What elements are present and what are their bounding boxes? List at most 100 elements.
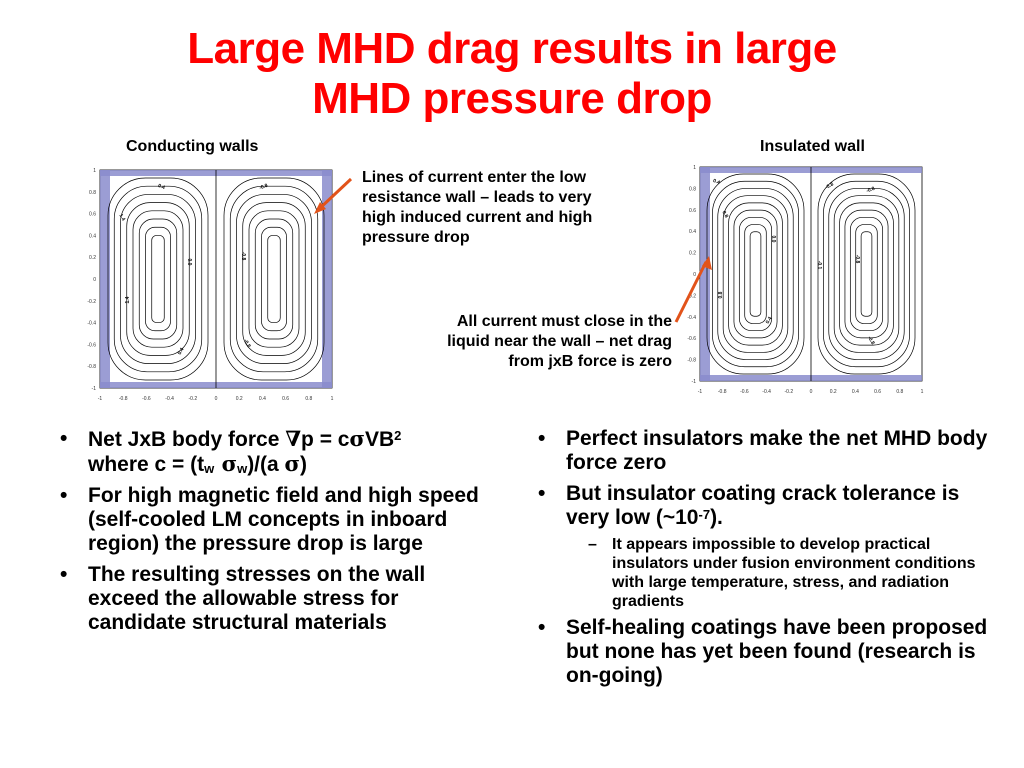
x-tick-label: 0.8 <box>896 389 903 393</box>
x-tick-label: 0.4 <box>852 389 859 393</box>
contour-line <box>151 235 165 323</box>
title-line-2: MHD pressure drop <box>312 74 712 123</box>
right-bullet-list: Perfect insulators make the net MHD body… <box>530 427 1000 695</box>
contour-line <box>712 180 799 368</box>
lower-annotation-line: from jxB force is zero <box>508 353 672 370</box>
x-tick-label: 0.6 <box>874 389 881 393</box>
y-tick-label: 0.2 <box>89 255 96 261</box>
y-tick-label: -0.4 <box>87 321 96 327</box>
contour-line <box>855 224 878 324</box>
contour-line <box>126 202 190 356</box>
insulated-wall-label: Insulated wall <box>760 138 865 155</box>
contour-line <box>849 216 884 332</box>
contour-line <box>717 188 794 360</box>
contour-value-label: 0.4 <box>765 316 774 325</box>
contour-line <box>120 194 196 364</box>
y-tick-label: -1 <box>692 379 697 385</box>
contour-line <box>132 210 184 348</box>
contour-value-label: -0.1 <box>816 261 822 270</box>
conducting-walls-plot: -1 -0.8 -0.6 -0.4 -0.2 0 0.2 0.4 0.6 0.8 1 1 0.8 0.6 0… <box>84 158 334 406</box>
contour-line <box>844 209 889 339</box>
contour-line <box>267 235 281 323</box>
contour-line <box>113 185 203 373</box>
wall-band <box>322 170 332 388</box>
contour-line <box>138 218 178 340</box>
bullet-crack-tolerance: But insulator coating crack tolerance is… <box>530 482 1000 530</box>
bullet-high-field: For high magnetic field and high speed (… <box>52 484 502 556</box>
contour-value-label: -0.8 <box>824 181 835 191</box>
x-tick-label: -0.4 <box>762 389 771 393</box>
contour-value-label: -0.8 <box>866 335 876 346</box>
y-tick-label: -1 <box>92 386 97 392</box>
x-tick-label: 0.4 <box>259 396 266 402</box>
y-tick-label: 0 <box>693 272 696 278</box>
contour-value-label: 0.0 <box>186 259 192 266</box>
contour-line <box>107 177 209 381</box>
conducting-walls-label: Conducting walls <box>126 138 259 155</box>
upper-annotation-line: Lines of current enter the low <box>362 169 587 186</box>
y-tick-label: -0.6 <box>87 342 96 348</box>
x-tick-label: 1 <box>921 389 924 393</box>
upper-annotation-line: resistance wall – leads to very <box>362 189 592 206</box>
contour-line <box>744 224 767 324</box>
x-tick-label: -0.6 <box>142 396 151 402</box>
bullet-perfect-insulators: Perfect insulators make the net MHD body… <box>530 427 1000 475</box>
x-tick-label: -0.6 <box>740 389 749 393</box>
y-tick-label: 0.8 <box>689 186 696 192</box>
contour-line <box>738 216 773 332</box>
title-line-1: Large MHD drag results in large <box>187 24 837 73</box>
contour-line <box>733 209 778 339</box>
contour-value-label: -0.8 <box>242 338 252 349</box>
x-tick-label: 0 <box>810 389 813 393</box>
y-tick-label: -0.2 <box>687 293 696 299</box>
contour-line <box>223 177 325 381</box>
y-tick-label: -0.8 <box>87 364 96 370</box>
contour-line <box>817 173 916 375</box>
conducting-walls-svg: -1 -0.8 -0.6 -0.4 -0.2 0 0.2 0.4 0.6 0.8 1 1 0.8 0.6 0… <box>87 168 334 402</box>
x-tick-label: 0.2 <box>830 389 837 393</box>
slide-title: Large MHD drag results in large MHD pres… <box>0 24 1024 124</box>
sub-bullet-insulators-impossible: It appears impossible to develop practic… <box>530 535 1000 611</box>
y-tick-label: 0.6 <box>89 212 96 218</box>
x-tick-label: -1 <box>698 389 703 393</box>
y-tick-label: -0.6 <box>687 336 696 342</box>
contour-line <box>248 210 300 348</box>
contour-line <box>229 185 319 373</box>
upper-annotation-line: pressure drop <box>362 229 470 246</box>
contour-line <box>236 194 312 364</box>
contour-line <box>261 226 287 332</box>
contour-value-label: 0.8 <box>721 210 730 219</box>
contour-value-label: 0.0 <box>770 236 776 243</box>
contour-value-label: 0.4 <box>712 178 721 186</box>
contour-line <box>145 226 171 332</box>
contour-line <box>823 180 910 368</box>
y-tick-label: 0.4 <box>89 233 96 239</box>
contour-line <box>828 188 905 360</box>
wall-band <box>100 170 110 388</box>
insulated-wall-plot: -1 -0.8 -0.6 -0.4 -0.2 0 0.2 0.4 0.6 0.8 1 1 0.8 0.6 0… <box>686 155 926 393</box>
lower-annotation-line: liquid near the wall – net drag <box>447 333 672 350</box>
insulated-wall-svg: -1 -0.8 -0.6 -0.4 -0.2 0 0.2 0.4 0.6 0.8 1 1 0.8 0.6 0… <box>687 165 924 393</box>
lower-annotation-line: All current must close in the <box>456 313 672 330</box>
upper-annotation-line: high induced current and high <box>362 209 593 226</box>
y-tick-label: 1 <box>93 168 96 174</box>
x-tick-label: -0.8 <box>119 396 128 402</box>
upper-annotation: Lines of current enter the low resistanc… <box>362 168 662 248</box>
y-tick-label: 0 <box>93 277 96 283</box>
x-tick-label: 0.6 <box>282 396 289 402</box>
bullet-self-healing: Self-healing coatings have been proposed… <box>530 616 1000 688</box>
y-tick-label: 0.8 <box>89 190 96 196</box>
contour-line <box>839 202 894 346</box>
contour-line <box>833 195 900 353</box>
y-tick-label: 1 <box>693 165 696 171</box>
x-tick-label: 1 <box>331 396 334 402</box>
x-tick-label: 0.2 <box>236 396 243 402</box>
contour-line <box>728 202 783 346</box>
y-tick-label: 0.2 <box>689 251 696 257</box>
contour-line <box>722 195 789 353</box>
y-tick-label: 0.6 <box>689 208 696 214</box>
x-tick-label: -0.2 <box>784 389 793 393</box>
x-tick-label: -0.8 <box>718 389 727 393</box>
y-tick-label: -0.4 <box>687 315 696 321</box>
